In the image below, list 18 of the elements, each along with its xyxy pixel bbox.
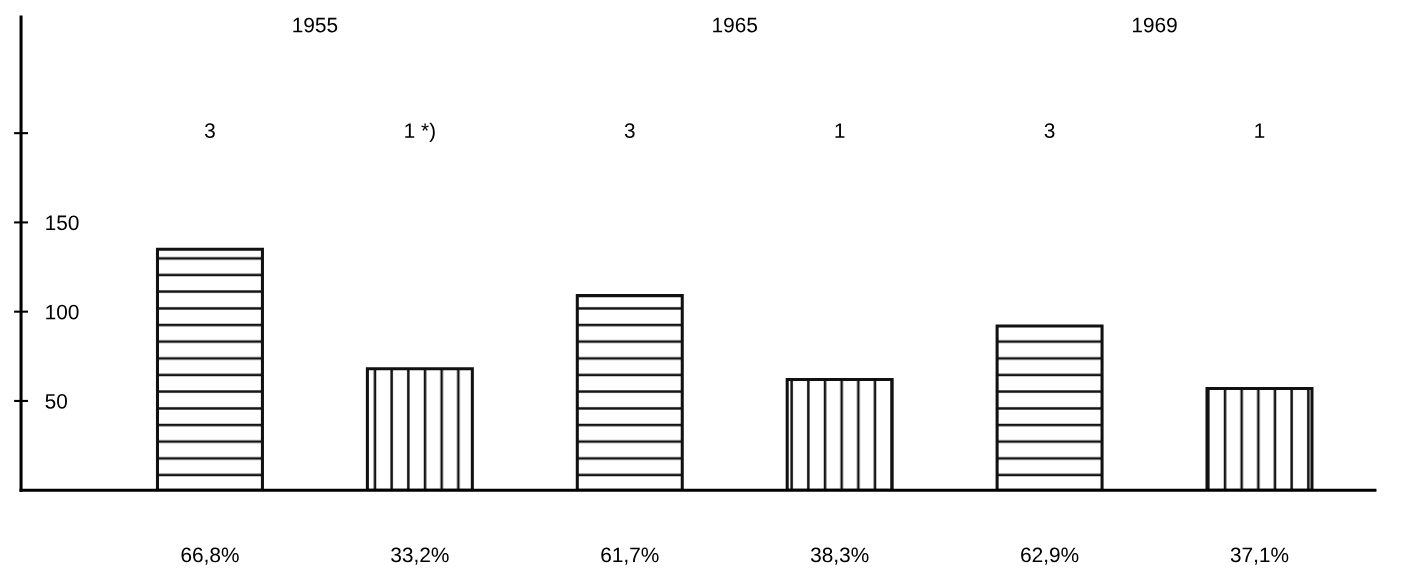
text: 62,9%: [1021, 547, 1079, 565]
text: 37,1%: [1230, 547, 1289, 565]
x-tick-label: 1 *): [405, 122, 435, 143]
x-tick-label: 3: [204, 123, 215, 138]
text: 33,2%: [391, 547, 449, 565]
annotation: 1969: [1132, 17, 1177, 33]
annotation: 1965: [713, 17, 758, 33]
x-tick-label: 1: [1255, 123, 1265, 138]
y-tick-label: 100: [46, 304, 79, 320]
x-tick-label: 1: [835, 123, 845, 138]
y-tick-label: 150: [46, 215, 79, 231]
y-tick-label: 50: [45, 393, 68, 409]
text: 38,3%: [810, 547, 869, 565]
x-tick-label: 3: [624, 123, 635, 138]
text: 61,7%: [601, 547, 659, 565]
text: 66,8%: [181, 547, 239, 565]
annotation: 1955: [293, 17, 338, 33]
x-tick-label: 3: [1044, 123, 1055, 138]
